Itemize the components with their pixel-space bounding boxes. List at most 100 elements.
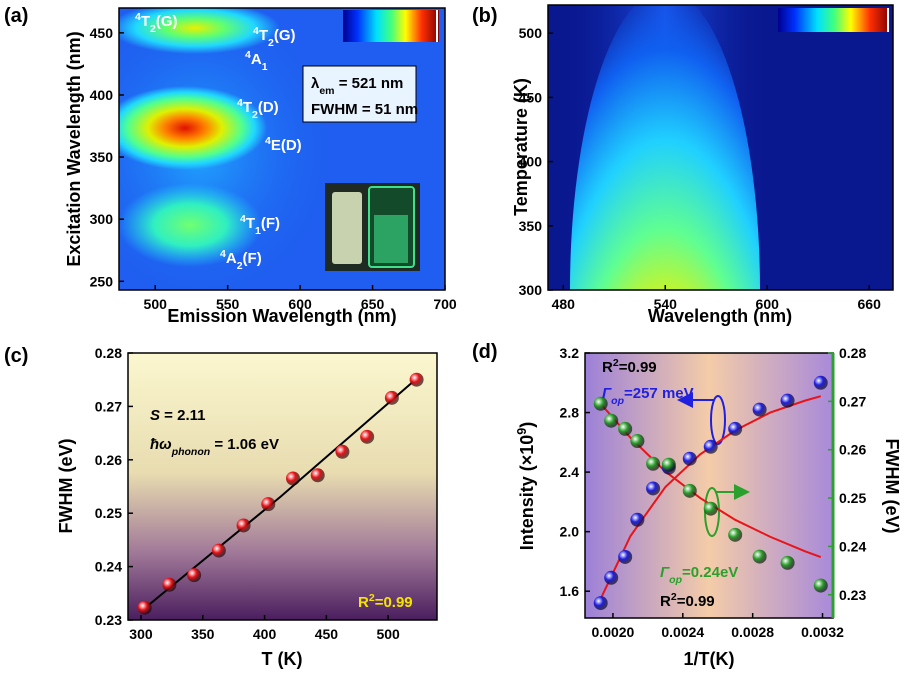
data-point [187,568,201,582]
x-tick-label: 700 [433,296,457,312]
x-tick-label: 500 [144,296,168,312]
y-axis-title-part: ) [517,422,537,428]
x-tick-label: 0.0032 [801,624,844,640]
data-point [212,544,226,558]
y-tick-label: 250 [90,273,114,289]
data-point [814,579,828,593]
y-tick-label: 1.6 [560,583,580,599]
x-tick-label: 400 [253,626,277,642]
panel-label: (a) [4,5,28,27]
y-tick-label: 0.28 [95,345,122,361]
x-tick-label: 0.0020 [592,624,635,640]
annotation-part: (G) [274,27,296,44]
annotation-part: R [358,594,369,611]
data-point [704,440,718,454]
data-point [162,578,176,592]
annotation-part: R [602,359,613,376]
y2-tick-label: 0.23 [839,587,866,603]
data-point [662,458,676,472]
annotation-part: ħω [150,436,172,453]
data-point [646,457,660,471]
annotation-part: T [243,99,252,116]
annotation-part: =0.99 [677,593,715,610]
annotation-part: (D) [258,99,279,116]
data-point [286,471,300,485]
data-point [311,468,325,482]
annotation-part: A [226,250,237,267]
data-point [138,601,152,615]
x-tick-label: 0.0024 [661,624,704,640]
x-axis-title: Wavelength (nm) [648,306,792,326]
x-axis-title: 1/T(K) [684,649,735,669]
y-tick-label: 350 [90,149,114,165]
vial [332,192,362,264]
y-axis-title: FWHM (eV) [56,439,76,534]
data-point [781,394,795,408]
data-point [618,550,632,564]
data-point [604,414,618,428]
x-axis-title: T (K) [262,649,303,669]
annotation-part: op [669,574,682,586]
data-point [728,422,742,436]
annotation-part: FWHM = 51 nm [311,101,418,118]
y-tick-label: 3.2 [560,345,580,361]
data-point [630,434,644,448]
annotation-part: = 2.11 [160,407,205,424]
x-axis-title: Emission Wavelength (nm) [167,306,396,326]
vial-powder [374,215,408,263]
y-tick-label: 0.24 [95,559,122,575]
y-tick-label: 0.23 [95,612,122,628]
data-point [618,422,632,436]
data-point [814,376,828,390]
data-point [781,556,795,570]
annotation-part: 1 [262,61,268,73]
data-point [594,596,608,610]
y-tick-label: 300 [90,211,114,227]
heatmap-blob [118,183,262,267]
data-point [385,391,399,405]
annotation: FWHM = 51 nm [311,101,418,118]
panel-label: (d) [472,341,498,363]
data-point [683,484,697,498]
panel-label: (c) [4,345,28,367]
annotation-part: T [259,27,268,44]
y-axis-title: Temperature (K) [511,78,531,216]
data-point [360,430,374,444]
annotation-part: T [141,13,150,30]
annotation-part: =0.99 [375,594,413,611]
colorbar [343,10,439,42]
annotation: R2=0.99 [602,357,657,376]
y-tick-label: 2.0 [560,524,580,540]
annotation-part: S [150,407,160,424]
annotation-part: op [611,395,624,407]
x-tick-label: 450 [315,626,339,642]
annotation-part: T [246,215,255,232]
data-point [604,571,618,585]
y-tick-label: 300 [519,282,543,298]
annotation-part: em [319,85,334,97]
y-tick-label: 450 [90,25,114,41]
annotation-part: (F) [243,250,262,267]
annotation-part: E(D) [271,137,302,154]
annotation: R2=0.99 [660,591,715,610]
y2-tick-label: 0.26 [839,442,866,458]
y-tick-label: 0.25 [95,505,122,521]
annotation-part: phonon [171,446,210,458]
data-point [630,513,644,527]
data-point [728,528,742,542]
data-point [683,452,697,466]
annotation: S = 2.11 [150,407,205,424]
y-axis-title-part: 9 [515,428,529,435]
y-axis-title: Excitation Wavelength (nm) [64,31,84,266]
y2-tick-label: 0.24 [839,538,866,554]
y2-tick-label: 0.28 [839,345,866,361]
data-point [646,481,660,495]
y-tick-label: 0.26 [95,452,122,468]
annotation-part: (F) [261,215,280,232]
colorbar [778,8,890,32]
x-tick-label: 660 [858,296,882,312]
x-tick-label: 480 [552,296,576,312]
y-tick-label: 2.8 [560,405,580,421]
x-tick-label: 0.0028 [731,624,774,640]
data-point [704,502,718,516]
